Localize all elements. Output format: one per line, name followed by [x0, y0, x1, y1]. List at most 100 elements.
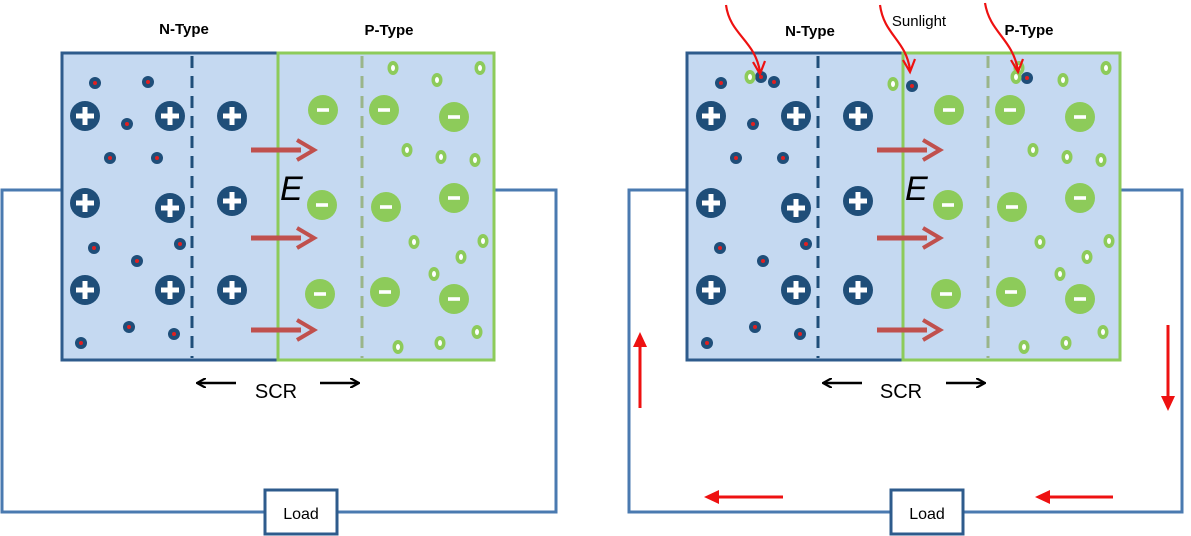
acceptor-ion-icon [1065, 183, 1095, 213]
current-left-arrowhead-icon [1035, 490, 1050, 504]
acceptor-ion-icon [1065, 284, 1095, 314]
donor-ion-icon [781, 193, 811, 223]
donor-ion-icon [217, 186, 247, 216]
electric-field-arrows [251, 138, 318, 342]
donor-ion-icon [70, 188, 100, 218]
donor-ions [696, 101, 873, 305]
hole-icon [428, 267, 440, 281]
hole-icon [387, 61, 399, 75]
donor-ion-icon [217, 101, 247, 131]
electron-icon [123, 321, 135, 333]
current-up-arrowhead-icon [633, 332, 647, 347]
donor-ion-icon [843, 186, 873, 216]
scr-label: SCR [880, 381, 922, 403]
acceptor-ion-icon [933, 190, 963, 220]
hole-icon [1100, 61, 1112, 75]
acceptor-ion-icon [995, 95, 1025, 125]
acceptor-ion-icon [439, 183, 469, 213]
hole-icon [392, 340, 404, 354]
n-type-label: N-Type [159, 21, 209, 38]
load-label: Load [909, 506, 945, 523]
field-label: E [280, 170, 303, 208]
hole-icon [1097, 325, 1109, 339]
sunlight-ray-head-icon [902, 58, 917, 75]
hole-icon [474, 61, 486, 75]
field-arrow-icon [251, 226, 318, 250]
sunlight-rays [724, 2, 1025, 77]
donor-ion-icon [155, 275, 185, 305]
electron-icon [131, 255, 143, 267]
hole-icon [1010, 70, 1022, 84]
field-arrow-icon [877, 226, 944, 250]
field-arrow-icon [251, 318, 318, 342]
acceptor-ion-icon [931, 279, 961, 309]
field-label: E [905, 170, 928, 208]
electron-icon [104, 152, 116, 164]
holes [387, 61, 489, 354]
hole-icon [887, 77, 899, 91]
donor-ion-icon [696, 188, 726, 218]
current-left-arrowhead-icon [704, 490, 719, 504]
circuit-wire [0, 188, 558, 514]
hole-icon [431, 73, 443, 87]
sunlight-ray-icon [983, 2, 1020, 71]
hole-icon [1034, 235, 1046, 249]
load-box [263, 488, 339, 536]
acceptor-ion-icon [370, 277, 400, 307]
p-type-label: P-Type [365, 22, 414, 39]
electron-icon [768, 76, 780, 88]
electron-icon [151, 152, 163, 164]
hole-icon [434, 336, 446, 350]
free-electrons [75, 76, 186, 349]
left-diagram-dark: E N-Type P-Type SCR Load [0, 21, 558, 536]
hole-icon [401, 143, 413, 157]
field-arrow-icon [251, 138, 318, 162]
donor-ion-icon [781, 275, 811, 305]
electron-icon [168, 328, 180, 340]
electron-icon [777, 152, 789, 164]
donor-ion-icon [217, 275, 247, 305]
donor-ion-icon [155, 193, 185, 223]
hole-icon [1057, 73, 1069, 87]
donor-ion-icon [696, 275, 726, 305]
electron-icon [757, 255, 769, 267]
acceptor-ion-icon [307, 190, 337, 220]
electron-icon [800, 238, 812, 250]
current-flow-arrows [633, 325, 1175, 504]
electron-icon [906, 80, 918, 92]
donor-ion-icon [70, 275, 100, 305]
field-arrow-icon [877, 318, 944, 342]
hole-icon [471, 325, 483, 339]
load-label: Load [283, 506, 319, 523]
acceptor-ions [305, 95, 469, 314]
donor-ion-icon [781, 101, 811, 131]
sunlight-ray-head-icon [752, 60, 767, 77]
acceptor-ion-icon [996, 277, 1026, 307]
hole-icon [1103, 234, 1115, 248]
acceptor-ion-icon [308, 95, 338, 125]
hole-icon [1054, 267, 1066, 281]
electron-icon [121, 118, 133, 130]
hole-icon [1027, 143, 1039, 157]
free-electrons [701, 71, 1033, 349]
electron-icon [730, 152, 742, 164]
electric-field-arrows [877, 138, 944, 342]
acceptor-ion-icon [371, 192, 401, 222]
electron-icon [749, 321, 761, 333]
hole-icon [455, 250, 467, 264]
electron-icon [89, 77, 101, 89]
right-diagram-illuminated: E N-Type P-Type Sunlight SCR Load [627, 2, 1184, 536]
hole-icon [744, 70, 756, 84]
acceptor-ion-icon [369, 95, 399, 125]
load-box [889, 488, 965, 536]
p-type-label: P-Type [1005, 22, 1054, 39]
sunlight-ray-icon [724, 4, 762, 73]
donor-ion-icon [70, 101, 100, 131]
hole-icon [1081, 250, 1093, 264]
electron-icon [794, 328, 806, 340]
hole-icon [1060, 336, 1072, 350]
donor-ion-icon [696, 101, 726, 131]
electron-icon [174, 238, 186, 250]
acceptor-ion-icon [305, 279, 335, 309]
